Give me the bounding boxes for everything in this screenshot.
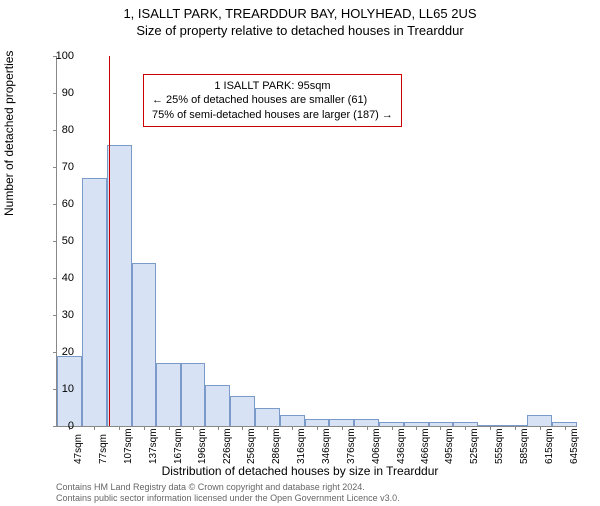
attribution-footer: Contains HM Land Registry data © Crown c…	[56, 482, 400, 504]
y-tick-label: 0	[52, 420, 74, 432]
annotation-line: 1 ISALLT PARK: 95sqm	[152, 79, 393, 93]
annotation-box: 1 ISALLT PARK: 95sqm← 25% of detached ho…	[143, 74, 402, 127]
x-tick-mark	[169, 426, 170, 430]
x-tick-label: 466sqm	[420, 428, 431, 464]
histogram-bar	[280, 415, 305, 426]
x-tick-mark	[515, 426, 516, 430]
y-tick-label: 50	[52, 235, 74, 247]
y-axis-label: Number of detached properties	[2, 51, 16, 216]
annotation-line: ← 25% of detached houses are smaller (61…	[152, 93, 393, 107]
x-tick-label: 107sqm	[123, 428, 134, 464]
chart-titles: 1, ISALLT PARK, TREARDDUR BAY, HOLYHEAD,…	[0, 6, 600, 38]
x-tick-label: 585sqm	[519, 428, 530, 464]
title-line-1: 1, ISALLT PARK, TREARDDUR BAY, HOLYHEAD,…	[0, 6, 600, 21]
x-tick-mark	[292, 426, 293, 430]
x-tick-label: 316sqm	[296, 428, 307, 464]
y-tick-label: 100	[52, 50, 74, 62]
x-tick-label: 47sqm	[73, 434, 84, 464]
histogram-bar	[107, 145, 132, 426]
y-tick-label: 60	[52, 198, 74, 210]
histogram-bar	[82, 178, 107, 426]
x-tick-label: 615sqm	[544, 428, 555, 464]
x-tick-mark	[193, 426, 194, 430]
histogram-plot-area: 47sqm77sqm107sqm137sqm167sqm196sqm226sqm…	[56, 56, 577, 427]
x-tick-mark	[540, 426, 541, 430]
x-tick-mark	[367, 426, 368, 430]
histogram-bar	[329, 419, 354, 426]
y-tick-label: 70	[52, 161, 74, 173]
y-tick-label: 30	[52, 309, 74, 321]
x-tick-label: 256sqm	[246, 428, 257, 464]
x-tick-mark	[218, 426, 219, 430]
x-tick-label: 525sqm	[469, 428, 480, 464]
histogram-bar	[255, 408, 280, 427]
x-tick-mark	[416, 426, 417, 430]
footer-line-2: Contains public sector information licen…	[56, 493, 400, 504]
histogram-bar	[205, 385, 230, 426]
x-tick-mark	[440, 426, 441, 430]
histogram-bar	[230, 396, 255, 426]
y-tick-label: 10	[52, 383, 74, 395]
title-line-2: Size of property relative to detached ho…	[0, 23, 600, 38]
x-tick-mark	[392, 426, 393, 430]
y-tick-label: 80	[52, 124, 74, 136]
x-tick-label: 167sqm	[173, 428, 184, 464]
x-tick-label: 137sqm	[148, 428, 159, 464]
x-tick-mark	[490, 426, 491, 430]
y-tick-label: 20	[52, 346, 74, 358]
histogram-bar	[527, 415, 552, 426]
x-tick-label: 406sqm	[371, 428, 382, 464]
x-tick-label: 436sqm	[396, 428, 407, 464]
y-tick-label: 40	[52, 272, 74, 284]
x-tick-label: 226sqm	[222, 428, 233, 464]
footer-line-1: Contains HM Land Registry data © Crown c…	[56, 482, 400, 493]
x-tick-label: 645sqm	[569, 428, 580, 464]
y-tick-label: 90	[52, 87, 74, 99]
x-tick-label: 286sqm	[271, 428, 282, 464]
x-tick-label: 495sqm	[444, 428, 455, 464]
x-tick-mark	[242, 426, 243, 430]
property-marker-line	[109, 56, 110, 426]
histogram-bar	[305, 419, 330, 426]
x-tick-label: 196sqm	[197, 428, 208, 464]
x-tick-mark	[565, 426, 566, 430]
histogram-bar	[354, 419, 379, 426]
annotation-line: 75% of semi-detached houses are larger (…	[152, 108, 393, 122]
histogram-bar	[132, 263, 157, 426]
histogram-bar	[181, 363, 205, 426]
x-tick-label: 346sqm	[321, 428, 332, 464]
x-tick-mark	[267, 426, 268, 430]
x-tick-mark	[342, 426, 343, 430]
x-tick-mark	[465, 426, 466, 430]
x-tick-mark	[317, 426, 318, 430]
x-tick-mark	[94, 426, 95, 430]
histogram-bar	[156, 363, 181, 426]
x-tick-label: 376sqm	[346, 428, 357, 464]
x-tick-mark	[119, 426, 120, 430]
x-tick-label: 77sqm	[98, 434, 109, 464]
x-axis-label: Distribution of detached houses by size …	[0, 464, 600, 478]
x-tick-label: 555sqm	[494, 428, 505, 464]
x-tick-mark	[144, 426, 145, 430]
